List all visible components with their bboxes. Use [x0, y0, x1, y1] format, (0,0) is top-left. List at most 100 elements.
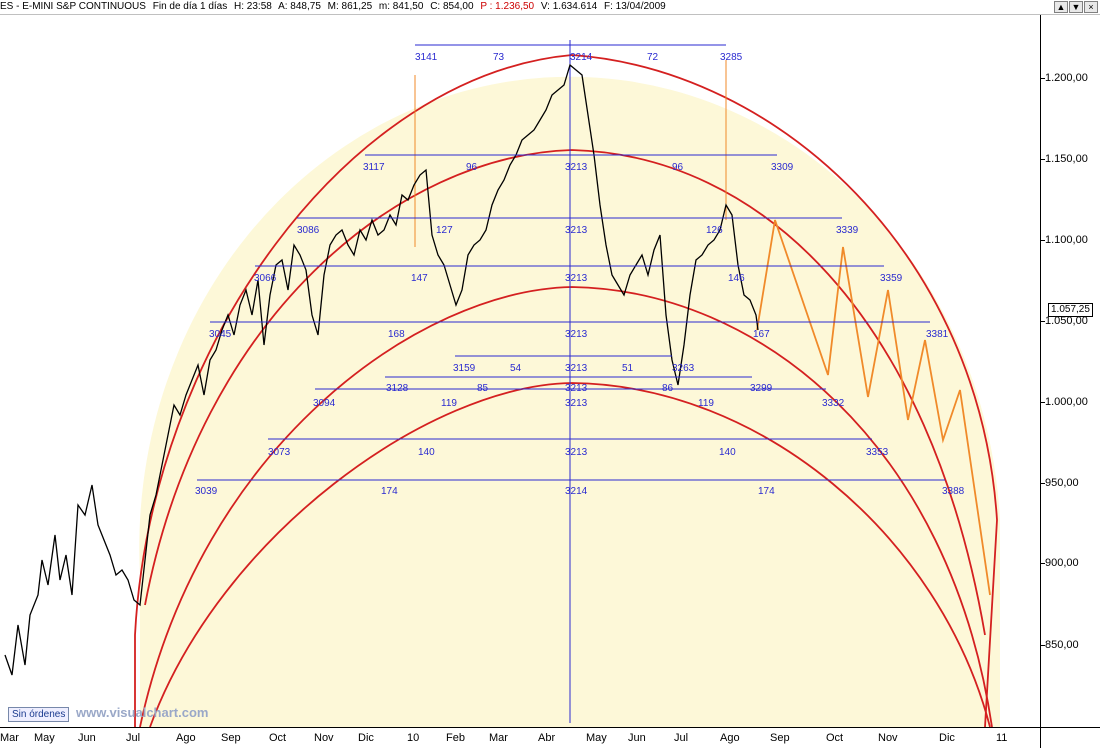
x-label: May — [34, 732, 55, 744]
y-label-1200: 1.200,00 — [1045, 72, 1088, 84]
gann-arcs — [134, 54, 998, 727]
scroll-down-button[interactable]: ▼ — [1069, 1, 1083, 13]
x-label: Ago — [176, 732, 196, 744]
x-label: Oct — [269, 732, 287, 744]
label-r2-right: 3309 — [771, 162, 794, 173]
high-label: H: 23:58 — [234, 1, 272, 12]
y-label-1150: 1.150,00 — [1045, 153, 1088, 165]
x-label: Abr — [538, 732, 556, 744]
symbol-label: ES - E-MINI S&P CONTINUOUS — [0, 1, 146, 12]
label-r8-left: 3094 — [313, 398, 336, 409]
label-r4-right: 3359 — [880, 273, 903, 284]
y-label-1100: 1.100,00 — [1045, 234, 1088, 246]
label-r3-left: 3086 — [297, 225, 320, 236]
x-label: 10 — [407, 732, 420, 744]
chart-title-bar: ES - E-MINI S&P CONTINUOUS Fin de día 1 … — [0, 0, 1100, 15]
label-r10-right-span: 174 — [758, 486, 775, 497]
watermark-text: www.visualchart.com — [76, 705, 209, 720]
label-r10-center: 3214 — [565, 486, 588, 497]
label-r9-right-span: 140 — [719, 447, 736, 458]
label-r8-center: 3213 — [565, 398, 588, 409]
x-label: Sep — [770, 732, 790, 744]
label-r6-left: 3159 — [453, 363, 476, 374]
label-r7-center: 3213 — [565, 383, 588, 394]
label-r6-right: 3263 — [672, 363, 695, 374]
x-label: 11 — [996, 732, 1008, 744]
close-button[interactable]: × — [1084, 1, 1098, 13]
label-r2-left-span: 96 — [466, 162, 478, 173]
label-r10-right: 3388 — [942, 486, 965, 497]
x-label: Jun — [78, 732, 96, 744]
axis-corner — [1040, 727, 1100, 748]
x-label: Feb — [446, 732, 465, 744]
y-label-850: 850,00 — [1045, 639, 1079, 651]
x-label: Jul — [674, 732, 689, 744]
label-top-right: 3285 — [720, 52, 743, 63]
volume-label: V: 1.634.614 — [540, 1, 598, 12]
projection-zigzag — [756, 219, 991, 596]
y-label-1000: 1.000,00 — [1045, 396, 1088, 408]
x-label: May — [586, 732, 607, 744]
scroll-up-button[interactable]: ▲ — [1054, 1, 1068, 13]
open-label: A: 848,75 — [278, 1, 321, 12]
x-label: Jul — [126, 732, 141, 744]
label-r5-right-span: 167 — [753, 329, 770, 340]
price-axis[interactable]: 1.200,00 1.150,00 1.100,00 1.050,00 1.00… — [1040, 15, 1100, 727]
label-r4-right-span: 146 — [728, 273, 745, 284]
label-r5-center: 3213 — [565, 329, 588, 340]
label-r8-right-span: 119 — [698, 398, 714, 409]
label-r3-right: 3339 — [836, 225, 859, 236]
time-axis[interactable]: Mar May Jun Jul Ago Sep Oct Nov Dic 10 F… — [0, 727, 1040, 748]
label-r7-left: 3128 — [386, 383, 409, 394]
orders-status-button[interactable]: Sin órdenes — [8, 707, 70, 722]
price-chart[interactable]: 3141 73 3214 72 3285 3117 96 3213 96 330… — [0, 15, 1040, 727]
arc-fourth — [149, 382, 991, 727]
label-r3-left-span: 127 — [436, 225, 453, 236]
low-label: m: 841,50 — [378, 1, 424, 12]
label-r10-left: 3039 — [195, 486, 218, 497]
price-series — [4, 63, 759, 676]
label-r3-center: 3213 — [565, 225, 588, 236]
arc-third — [139, 286, 993, 727]
label-r5-right: 3381 — [926, 329, 949, 340]
label-top-left-span: 73 — [493, 52, 505, 63]
label-r3-right-span: 126 — [706, 225, 723, 236]
period-label: Fin de día 1 días — [152, 1, 228, 12]
x-label: Sep — [221, 732, 241, 744]
label-r6-left-span: 54 — [510, 363, 522, 374]
x-label: Nov — [314, 732, 334, 744]
label-top-left: 3141 — [415, 52, 438, 63]
x-label: Nov — [878, 732, 898, 744]
x-label: Dic — [358, 732, 374, 744]
range-labels: 3141 73 3214 72 3285 3117 96 3213 96 330… — [195, 52, 965, 497]
label-r9-center: 3213 — [565, 447, 588, 458]
label-r6-right-span: 51 — [622, 363, 634, 374]
x-label: Ago — [720, 732, 740, 744]
label-r10-left-span: 174 — [381, 486, 398, 497]
label-r2-center: 3213 — [565, 162, 588, 173]
label-r7-right: 3299 — [750, 383, 773, 394]
x-label: Oct — [826, 732, 844, 744]
label-r4-left-span: 147 — [411, 273, 428, 284]
label-r9-left: 3073 — [268, 447, 291, 458]
x-label: Jun — [628, 732, 646, 744]
label-r7-left-span: 85 — [477, 383, 489, 394]
current-price-tag: 1.057,25 — [1048, 303, 1093, 317]
label-r5-left-span: 168 — [388, 329, 405, 340]
x-label: Dic — [939, 732, 955, 744]
y-label-950: 950,00 — [1045, 477, 1079, 489]
label-r8-right: 3332 — [822, 398, 845, 409]
x-label: Mar — [489, 732, 508, 744]
label-r9-left-span: 140 — [418, 447, 435, 458]
percent-label: P : 1.236,50 — [480, 1, 535, 12]
label-top-right-span: 72 — [647, 52, 659, 63]
label-r5-left: 3045 — [209, 329, 232, 340]
date-label: F: 13/04/2009 — [604, 1, 666, 12]
label-top-center: 3214 — [570, 52, 593, 63]
label-r9-right: 3353 — [866, 447, 889, 458]
range-lines — [197, 44, 945, 481]
x-label: Mar — [0, 732, 19, 744]
label-r6-center: 3213 — [565, 363, 588, 374]
label-r4-center: 3213 — [565, 273, 588, 284]
label-r4-left: 3066 — [254, 273, 277, 284]
